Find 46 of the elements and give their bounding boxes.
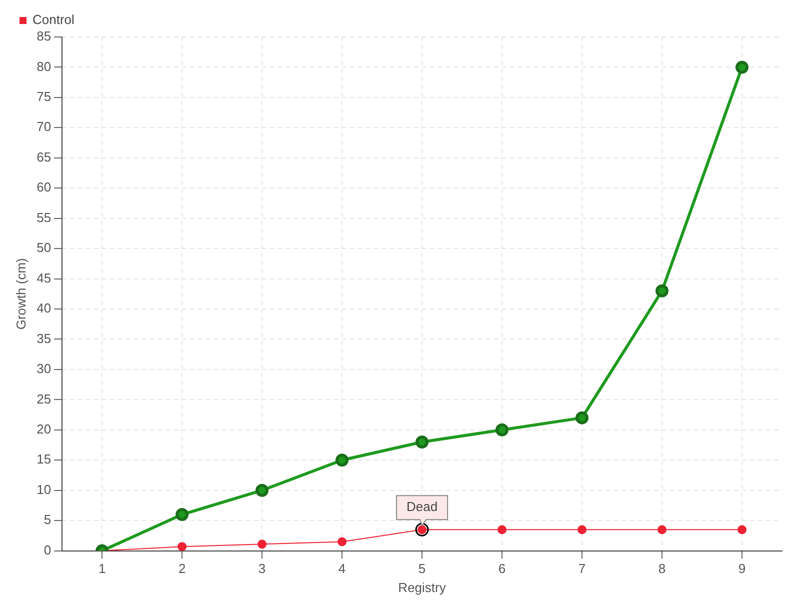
y-axis-title: Growth (cm) xyxy=(13,258,28,330)
point xyxy=(256,484,269,497)
x-tick-label: 6 xyxy=(498,561,506,576)
x-tick-label: 1 xyxy=(98,561,106,576)
point xyxy=(178,542,187,551)
x-tick-label: 4 xyxy=(338,561,346,576)
point xyxy=(578,525,587,534)
y-tick-label: 20 xyxy=(36,421,52,436)
y-tick-label: 40 xyxy=(36,300,52,316)
x-tick-label: 2 xyxy=(178,561,186,576)
y-tick-label: 30 xyxy=(36,361,52,376)
y-tick-label: 15 xyxy=(36,452,52,467)
y-tick-label: 0 xyxy=(44,542,52,558)
y-tick-label: 80 xyxy=(36,58,52,74)
y-tick-label: 65 xyxy=(36,149,52,164)
point xyxy=(416,435,429,448)
point xyxy=(336,454,349,467)
y-tick-label: 55 xyxy=(36,210,52,225)
legend-label: Control xyxy=(32,12,75,28)
y-tick-label: 85 xyxy=(36,28,52,44)
y-tick-label: 5 xyxy=(44,512,52,528)
x-tick-label: 5 xyxy=(418,561,426,576)
point xyxy=(338,537,347,546)
annotation: Dead xyxy=(406,499,438,514)
x-tick-label: 9 xyxy=(738,561,746,576)
point xyxy=(736,60,749,74)
x-tick-label: 8 xyxy=(658,561,666,576)
x-tick-label: 7 xyxy=(578,561,586,576)
point xyxy=(658,525,667,534)
point xyxy=(496,423,509,436)
point xyxy=(498,525,507,534)
x-tick-label: 3 xyxy=(258,561,266,576)
point xyxy=(738,525,747,534)
y-tick-label: 60 xyxy=(36,180,52,195)
point xyxy=(258,540,267,549)
x-axis-title: Registry xyxy=(398,580,446,595)
y-tick-label: 70 xyxy=(36,119,52,134)
point xyxy=(656,284,669,298)
y-tick-label: 50 xyxy=(36,240,52,256)
y-tick-label: 75 xyxy=(36,89,52,104)
y-tick-label: 10 xyxy=(36,482,52,497)
y-tick-label: 45 xyxy=(36,270,52,286)
point xyxy=(576,411,589,424)
y-tick-label: 25 xyxy=(36,391,52,406)
point xyxy=(176,508,189,522)
y-tick-label: 35 xyxy=(36,330,52,346)
